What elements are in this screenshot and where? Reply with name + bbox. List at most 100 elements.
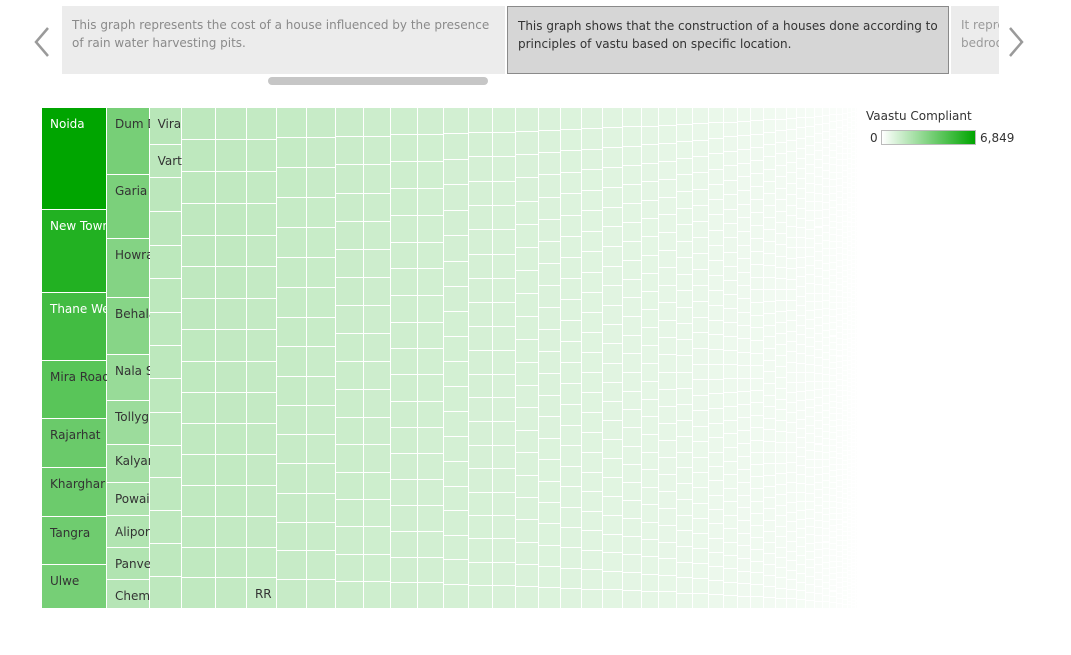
treemap-cell[interactable] — [622, 391, 642, 410]
treemap-cell[interactable] — [751, 585, 764, 598]
treemap-cell[interactable] — [493, 350, 517, 375]
treemap-cell[interactable] — [561, 279, 583, 301]
treemap-cell[interactable] — [830, 532, 837, 539]
treemap-cell[interactable] — [763, 302, 776, 314]
treemap-cell[interactable] — [847, 471, 853, 477]
treemap-cell[interactable] — [830, 597, 837, 604]
treemap-cell[interactable] — [641, 346, 660, 364]
treemap-cell[interactable] — [708, 320, 724, 336]
treemap-cell[interactable] — [539, 417, 561, 439]
treemap-cell[interactable] — [806, 551, 816, 561]
treemap-cell[interactable] — [815, 444, 824, 453]
treemap-cell[interactable] — [852, 418, 856, 422]
treemap-cell[interactable] — [806, 202, 816, 212]
treemap-cell[interactable] — [539, 175, 561, 198]
treemap-cell[interactable] — [659, 338, 677, 356]
treemap-cell[interactable] — [364, 306, 392, 335]
treemap-cell[interactable] — [693, 221, 709, 238]
treemap-cell[interactable] — [806, 373, 816, 383]
treemap-cell[interactable] — [561, 172, 583, 195]
treemap-cell[interactable] — [836, 546, 843, 552]
treemap-cell[interactable] — [307, 435, 336, 465]
treemap-cell[interactable] — [246, 203, 277, 236]
treemap-cell[interactable] — [823, 542, 831, 550]
treemap-cell[interactable] — [855, 450, 858, 456]
treemap-cell[interactable] — [855, 488, 858, 493]
treemap-cell[interactable] — [468, 469, 494, 493]
treemap-cell[interactable] — [391, 506, 419, 532]
treemap-cell[interactable] — [659, 355, 677, 373]
treemap-cell[interactable] — [659, 441, 677, 459]
treemap-cell[interactable] — [276, 317, 308, 348]
treemap-cell[interactable] — [602, 344, 623, 364]
treemap-cell[interactable] — [149, 576, 183, 609]
treemap-cell[interactable] — [855, 429, 858, 435]
treemap-cell[interactable] — [775, 453, 787, 464]
treemap-cell[interactable] — [847, 284, 853, 289]
treemap-cell[interactable] — [182, 330, 216, 362]
treemap-cell[interactable] — [855, 158, 858, 164]
treemap-cell[interactable] — [516, 154, 539, 179]
treemap-cell[interactable] — [836, 344, 843, 351]
treemap-cell[interactable] — [246, 235, 277, 268]
treemap-cell[interactable] — [847, 307, 853, 312]
treemap-cell[interactable] — [246, 424, 277, 456]
treemap-cell[interactable] — [852, 524, 856, 528]
treemap-cell[interactable] — [622, 146, 642, 166]
treemap-cell[interactable] — [836, 514, 843, 520]
treemap-cell[interactable] — [468, 254, 494, 279]
treemap-cell[interactable] — [708, 169, 724, 185]
treemap-cell[interactable] — [836, 524, 843, 531]
treemap-cell[interactable] — [796, 565, 807, 574]
treemap-cell[interactable] — [823, 522, 831, 529]
treemap-cell[interactable] — [847, 203, 853, 208]
treemap-cell[interactable] — [516, 248, 539, 272]
treemap-cell[interactable] — [815, 459, 824, 468]
treemap-cell[interactable] — [215, 486, 247, 517]
treemap-cell[interactable] — [815, 326, 824, 335]
treemap-cell[interactable] — [391, 480, 419, 507]
treemap-cell[interactable] — [786, 382, 797, 394]
treemap-cell[interactable] — [676, 484, 694, 501]
treemap-cell[interactable] — [708, 452, 724, 468]
treemap-cell[interactable] — [676, 404, 694, 421]
treemap-cell[interactable] — [751, 513, 764, 526]
treemap-cell[interactable] — [830, 235, 837, 243]
treemap-cell[interactable] — [836, 431, 843, 437]
treemap-cell[interactable] — [786, 184, 797, 195]
treemap-cell[interactable] — [852, 553, 856, 557]
treemap-cell[interactable] — [763, 254, 776, 267]
treemap-cell[interactable] — [847, 183, 853, 189]
treemap-cell[interactable] — [852, 549, 856, 554]
treemap-cell[interactable] — [830, 289, 837, 297]
treemap-cell[interactable] — [215, 108, 247, 141]
treemap-cell[interactable] — [836, 356, 843, 363]
treemap-cell[interactable] — [855, 442, 858, 447]
treemap-cell[interactable] — [852, 177, 856, 182]
treemap-cell[interactable] — [852, 371, 856, 375]
treemap-cell[interactable] — [539, 308, 561, 331]
treemap-cell[interactable] — [443, 210, 469, 237]
treemap-cell[interactable] — [468, 206, 494, 231]
treemap-cell[interactable] — [622, 241, 642, 261]
treemap-cell[interactable] — [622, 537, 642, 556]
treemap-cell[interactable] — [775, 495, 787, 506]
treemap-cell[interactable] — [836, 204, 843, 211]
treemap-cell[interactable] — [775, 345, 787, 357]
treemap-cell[interactable] — [852, 450, 856, 454]
treemap-cell[interactable] — [806, 347, 816, 356]
treemap-cell[interactable] — [516, 564, 539, 587]
treemap-cell[interactable] — [539, 438, 561, 461]
treemap-cell[interactable] — [823, 602, 831, 609]
treemap-cell[interactable] — [276, 108, 308, 139]
treemap-cell[interactable] — [823, 179, 831, 188]
treemap-cell[interactable] — [847, 123, 853, 129]
treemap-cell[interactable] — [852, 487, 856, 491]
treemap-cell[interactable] — [676, 547, 694, 563]
treemap-cell[interactable] — [786, 129, 797, 141]
treemap-cell[interactable] — [468, 492, 494, 517]
treemap-cell[interactable] — [307, 580, 336, 609]
treemap-cell[interactable] — [806, 174, 816, 184]
treemap-cell[interactable] — [786, 453, 797, 464]
treemap-cell[interactable] — [763, 108, 776, 121]
